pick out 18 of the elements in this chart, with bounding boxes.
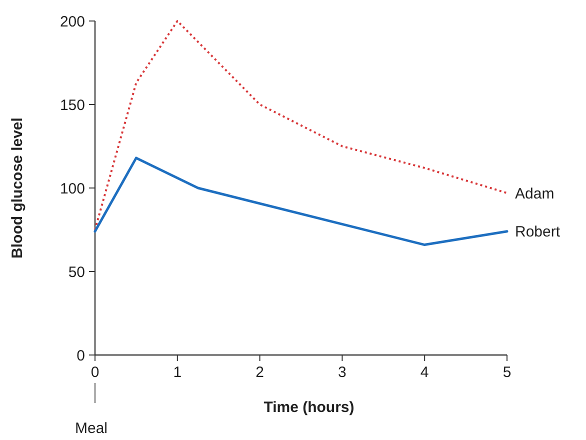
- x-tick-label: 1: [173, 364, 182, 381]
- x-tick-label: 3: [338, 364, 346, 381]
- y-tick-label: 150: [60, 96, 85, 114]
- series-label: Robert: [515, 224, 561, 241]
- x-axis-title: Time (hours): [264, 399, 354, 416]
- annotation: Meal: [75, 420, 108, 437]
- y-tick-label: 200: [60, 13, 85, 30]
- x-tick-label: 4: [420, 364, 429, 381]
- y-tick-label: 50: [68, 264, 85, 281]
- x-tick-label: 0: [90, 364, 100, 381]
- y-axis-title: Blood glucose level: [9, 118, 26, 258]
- line-series: [94, 156, 508, 246]
- y-tick-label: 0: [76, 347, 85, 364]
- x-tick-label: 2: [256, 364, 264, 381]
- x-tick-label: 5: [502, 364, 512, 381]
- series-label: Adam: [515, 185, 554, 202]
- line-series: [94, 20, 508, 231]
- y-tick-label: 100: [60, 180, 85, 198]
